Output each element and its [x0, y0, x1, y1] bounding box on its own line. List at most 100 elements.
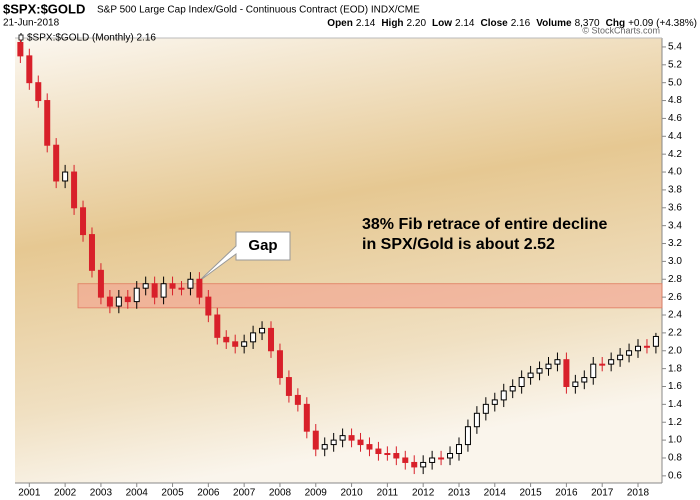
- stats: Open 2.14 High 2.20 Low 2.14 Close 2.16 Volume 8,…: [327, 18, 697, 29]
- y-tick-label: 3.4: [668, 220, 682, 231]
- candle-body: [518, 377, 525, 387]
- candle-body: [411, 461, 418, 468]
- candle-body: [169, 283, 176, 289]
- candle-body: [348, 435, 355, 441]
- candle-body: [106, 296, 113, 307]
- y-tick-label: 3.8: [668, 185, 682, 196]
- candle-body: [241, 341, 248, 347]
- candle-body: [53, 144, 60, 182]
- x-tick-label: 2008: [269, 488, 292, 499]
- y-tick-label: 4.6: [668, 113, 682, 124]
- candle-body: [321, 444, 328, 450]
- stat-label: High: [381, 18, 403, 29]
- date: 21-Jun-2018: [3, 18, 60, 29]
- x-tick-label: 2011: [377, 488, 399, 499]
- x-tick-label: 2016: [555, 488, 578, 499]
- y-tick-label: 1.6: [668, 381, 682, 392]
- candle-body: [402, 457, 409, 463]
- candle-body: [366, 444, 373, 450]
- legend: $SPX:$GOLD (Monthly) 2.16: [27, 33, 156, 44]
- candle-body: [527, 372, 534, 379]
- x-tick-label: 2005: [161, 488, 184, 499]
- candle-body: [285, 377, 292, 396]
- y-tick-label: 1.2: [668, 417, 682, 428]
- x-tick-label: 2010: [340, 488, 363, 499]
- y-tick-label: 3.6: [668, 202, 682, 213]
- candle-body: [491, 399, 498, 405]
- candle-body: [384, 453, 391, 456]
- candle-body: [509, 385, 516, 392]
- y-tick-label: 5.2: [668, 59, 682, 70]
- legend-icon: [18, 34, 24, 41]
- y-tick-label: 3.2: [668, 238, 682, 249]
- candle-body: [142, 283, 149, 289]
- candle-body: [393, 453, 400, 459]
- candle-body: [482, 403, 489, 414]
- candle-body: [572, 381, 579, 387]
- credit: © StockCharts.com: [582, 25, 660, 35]
- candle-body: [160, 283, 167, 298]
- candle-body: [608, 359, 615, 365]
- candle-body: [563, 359, 570, 387]
- x-tick-label: 2015: [519, 488, 542, 499]
- candle-body: [294, 394, 301, 405]
- candle-body: [330, 439, 337, 446]
- stat-label: Low: [432, 18, 452, 29]
- y-tick-label: 2.8: [668, 274, 682, 285]
- candle-body: [455, 444, 462, 455]
- candle-body: [97, 269, 104, 298]
- y-tick-label: 2.2: [668, 328, 682, 339]
- x-tick-label: 2003: [90, 488, 113, 499]
- candle-body: [464, 426, 471, 446]
- candle-body: [71, 171, 78, 209]
- chart-title: S&P 500 Large Cap Index/Gold - Continuou…: [97, 5, 420, 16]
- stat-value: 2.14: [356, 18, 376, 29]
- candle-body: [473, 412, 480, 428]
- candle-body: [626, 350, 633, 356]
- candle-body: [652, 335, 659, 347]
- candle-body: [357, 439, 364, 446]
- candle-body: [151, 283, 158, 298]
- x-tick-label: 2002: [54, 488, 77, 499]
- candle-body: [420, 461, 427, 468]
- y-tick-label: 4.8: [668, 95, 682, 106]
- candle-body: [62, 171, 69, 182]
- stat-label: Open: [327, 18, 353, 29]
- y-tick-label: 2.4: [668, 310, 682, 321]
- symbol: $SPX:$GOLD: [3, 1, 85, 16]
- stat-label: Close: [480, 18, 508, 29]
- fib-band: [77, 283, 663, 309]
- candle-body: [438, 457, 445, 460]
- candle-body: [17, 41, 24, 57]
- candle-body: [599, 363, 606, 366]
- candle-body: [643, 345, 650, 348]
- y-tick-label: 1.0: [668, 435, 682, 446]
- x-tick-label: 2007: [233, 488, 256, 499]
- candle-body: [554, 359, 561, 365]
- candle-body: [187, 278, 194, 289]
- x-tick-label: 2013: [448, 488, 471, 499]
- x-tick-label: 2009: [305, 488, 328, 499]
- y-tick-label: 5.0: [668, 77, 682, 88]
- y-tick-label: 3.0: [668, 256, 682, 267]
- annotation: 38% Fib retrace of entire decline: [362, 216, 608, 233]
- candle-body: [429, 457, 436, 463]
- candle-body: [617, 354, 624, 361]
- y-tick-label: 1.8: [668, 363, 682, 374]
- y-tick-label: 5.4: [668, 42, 682, 53]
- stat-value: 2.16: [511, 18, 531, 29]
- callout: Gap: [248, 237, 277, 254]
- candle-body: [196, 278, 203, 298]
- x-tick-label: 2017: [591, 488, 614, 499]
- stat-value: 2.20: [407, 18, 427, 29]
- plot-area: [15, 38, 662, 483]
- candle-body: [375, 448, 382, 455]
- candle-body: [581, 377, 588, 383]
- candle-body: [312, 430, 319, 450]
- stat-label: Volume: [536, 18, 572, 29]
- candle-body: [536, 368, 543, 374]
- candle-body: [80, 207, 87, 236]
- stat-label: Chg: [606, 18, 625, 29]
- y-tick-label: 2.6: [668, 292, 682, 303]
